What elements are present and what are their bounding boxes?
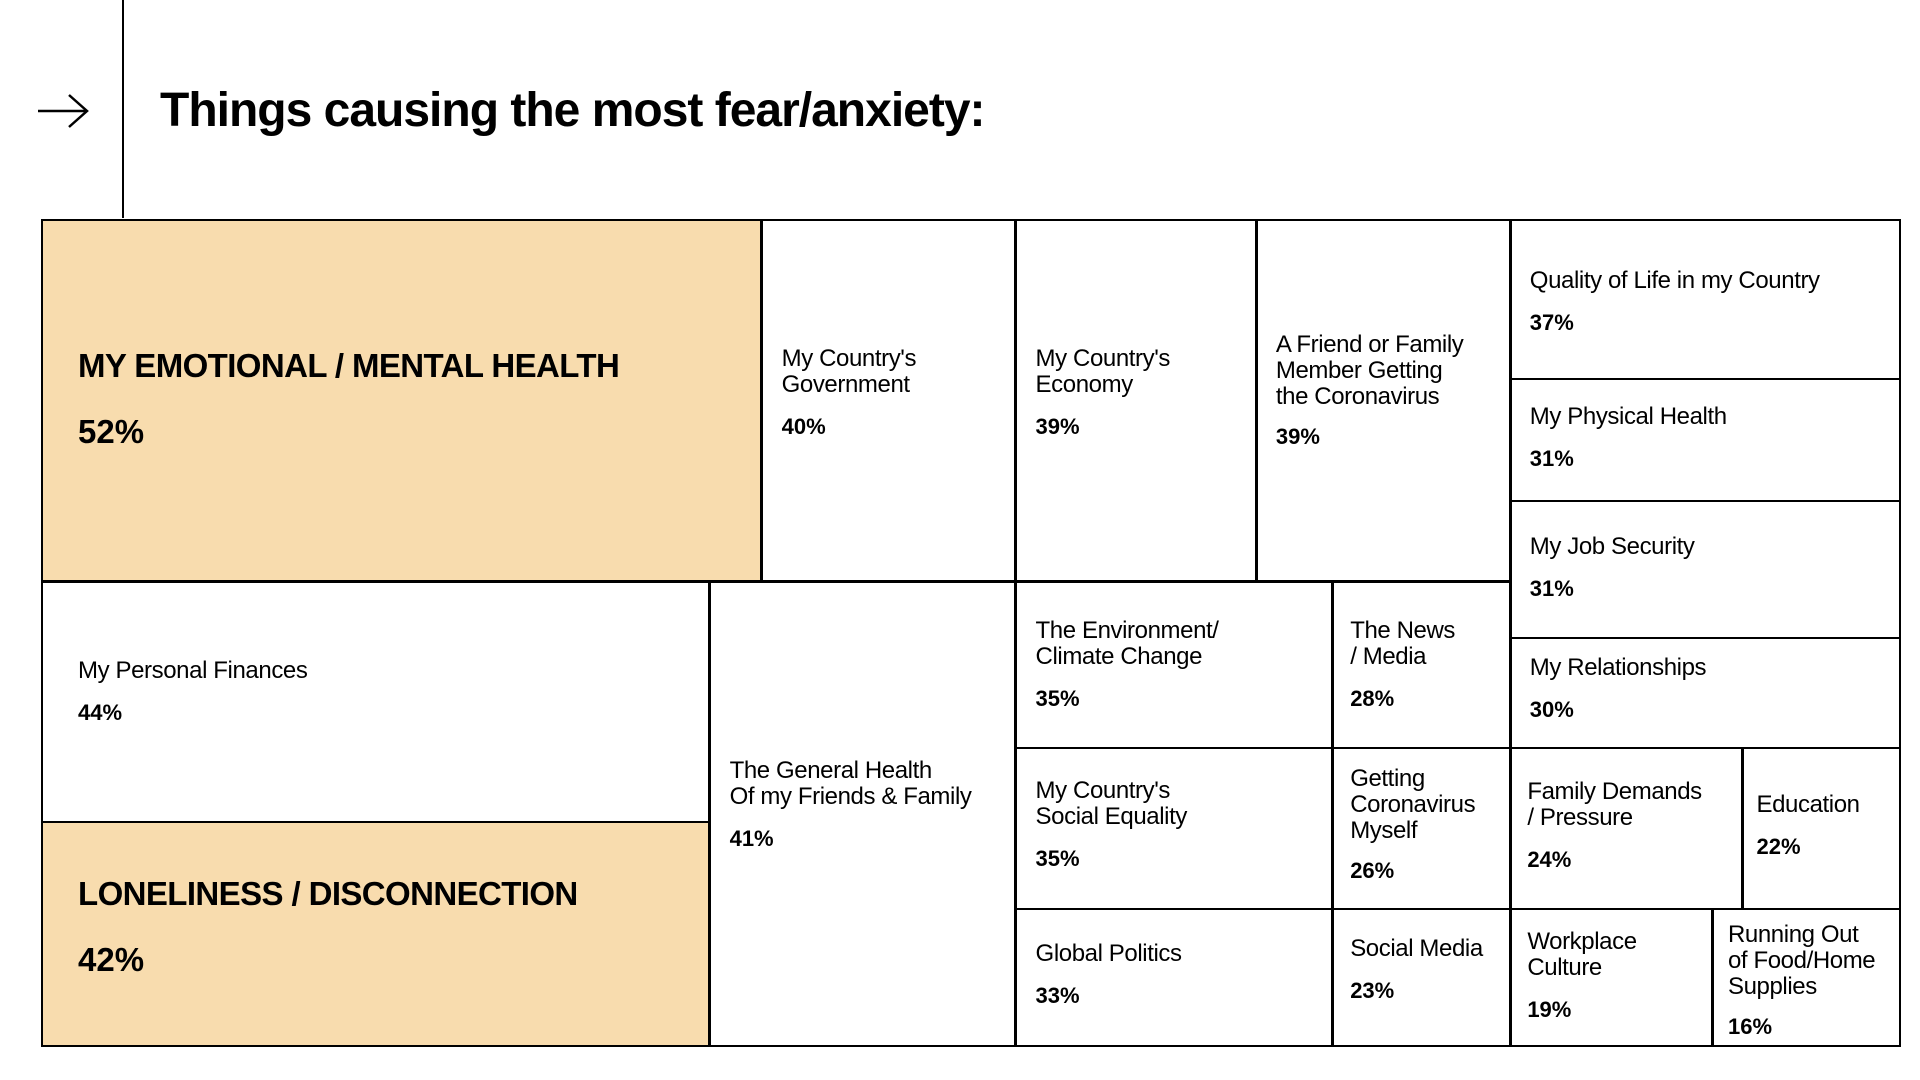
treemap-cell-my-personal-finances: My Personal Finances 44% bbox=[40, 580, 710, 824]
treemap-cell-text: My Personal Finances 44% bbox=[78, 656, 308, 726]
chart-title: Things causing the most fear/anxiety: bbox=[160, 84, 986, 137]
treemap-cell-value: 19% bbox=[1527, 997, 1572, 1023]
treemap-cell-value: 16% bbox=[1727, 1013, 1773, 1039]
arrow-right-icon bbox=[36, 93, 90, 134]
treemap-cell-label: A Friend or Family Member Getting the Co… bbox=[1275, 330, 1464, 410]
treemap-cell-text: Social Media 23% bbox=[1350, 936, 1483, 1004]
treemap-cell-text: My Country's Social Equality 35% bbox=[1035, 776, 1188, 872]
treemap-cell-label: Quality of Life in my Country bbox=[1529, 266, 1820, 294]
treemap-cell-label: Global Politics bbox=[1035, 940, 1182, 968]
treemap-cell-text: My Relationships 30% bbox=[1529, 654, 1707, 723]
treemap-cell-text: A Friend or Family Member Getting the Co… bbox=[1275, 330, 1464, 450]
treemap-cell-label: My Country's Government bbox=[781, 344, 917, 398]
treemap-cell-text: LONELINESS / DISCONNECTION 42% bbox=[78, 875, 578, 979]
treemap-cell-label: My Country's Social Equality bbox=[1035, 776, 1188, 830]
treemap-cell-text: The News / Media 28% bbox=[1350, 618, 1455, 712]
treemap-cell-my-country-s-economy: My Country's Economy 39% bbox=[1014, 219, 1258, 583]
treemap-cell-a-friend-or-family-member-getting-the-coronavirus: A Friend or Family Member Getting the Co… bbox=[1256, 219, 1512, 583]
treemap-cell-label: The Environment/ Climate Change bbox=[1035, 617, 1219, 671]
treemap-cell-value: 41% bbox=[729, 826, 774, 852]
treemap-cell-text: The General Health Of my Friends & Famil… bbox=[730, 758, 972, 852]
treemap-cell-text: Education 22% bbox=[1756, 790, 1860, 860]
treemap-cell-label: LONELINESS / DISCONNECTION bbox=[78, 874, 578, 912]
treemap-cell-family-demands-pressure: Family Demands / Pressure 24% bbox=[1509, 746, 1743, 911]
treemap-cell-text: Family Demands / Pressure 24% bbox=[1527, 778, 1702, 873]
treemap-cell-value: 23% bbox=[1350, 978, 1395, 1004]
treemap-cell-my-relationships: My Relationships 30% bbox=[1509, 636, 1902, 750]
treemap-cell-value: 39% bbox=[1035, 413, 1080, 439]
treemap-cell-label: Education bbox=[1756, 790, 1860, 818]
treemap-cell-value: 31% bbox=[1529, 575, 1574, 601]
treemap-cell-text: My Country's Economy 39% bbox=[1035, 344, 1171, 440]
treemap-cell-text: The Environment/ Climate Change 35% bbox=[1036, 618, 1219, 712]
treemap-cell-value: 28% bbox=[1350, 686, 1395, 712]
treemap-cell-label: Family Demands / Pressure bbox=[1527, 778, 1702, 832]
treemap-cell-education: Education 22% bbox=[1741, 746, 1902, 911]
treemap-cell-label: My Relationships bbox=[1529, 654, 1707, 682]
treemap-cell-text: Getting Coronavirus Myself 26% bbox=[1350, 764, 1476, 884]
treemap-cell-value: 31% bbox=[1529, 445, 1574, 471]
treemap-cell-value: 44% bbox=[78, 699, 123, 725]
treemap-cell-loneliness-disconnection: LONELINESS / DISCONNECTION 42% bbox=[40, 821, 710, 1047]
treemap-cell-my-job-security: My Job Security 31% bbox=[1509, 500, 1902, 640]
treemap-cell-label: Social Media bbox=[1350, 935, 1483, 963]
treemap-cell-value: 52% bbox=[78, 412, 145, 450]
treemap-cell-text: MY EMOTIONAL / MENTAL HEALTH 52% bbox=[78, 346, 620, 451]
treemap-cell-getting-coronavirus-myself: Getting Coronavirus Myself 26% bbox=[1331, 746, 1512, 911]
treemap-cell-text: Workplace Culture 19% bbox=[1527, 928, 1637, 1023]
treemap-cell-value: 24% bbox=[1527, 847, 1572, 873]
treemap-cell-label: The News / Media bbox=[1350, 617, 1456, 671]
treemap-cell-my-country-s-government: My Country's Government 40% bbox=[760, 219, 1016, 583]
treemap-cell-quality-of-life-in-my-country: Quality of Life in my Country 37% bbox=[1509, 219, 1902, 381]
treemap-cell-value: 35% bbox=[1035, 845, 1080, 871]
treemap-cell-workplace-culture: Workplace Culture 19% bbox=[1509, 907, 1714, 1047]
treemap-cell-value: 30% bbox=[1529, 697, 1574, 723]
treemap-cell-value: 39% bbox=[1275, 423, 1320, 449]
treemap-cell-social-media: Social Media 23% bbox=[1331, 907, 1512, 1047]
treemap-cell-value: 42% bbox=[78, 940, 145, 978]
treemap-cell-text: Quality of Life in my Country 37% bbox=[1529, 266, 1820, 336]
treemap-cell-label: Workplace Culture bbox=[1527, 928, 1637, 982]
treemap-cell-global-politics: Global Politics 33% bbox=[1014, 907, 1333, 1047]
treemap-cell-my-emotional-mental-health: MY EMOTIONAL / MENTAL HEALTH 52% bbox=[40, 219, 762, 583]
treemap-cell-label: Getting Coronavirus Myself bbox=[1350, 764, 1476, 844]
treemap-cell-text: My Job Security 31% bbox=[1529, 532, 1695, 602]
treemap-cell-text: My Country's Government 40% bbox=[781, 344, 917, 440]
treemap-cell-value: 26% bbox=[1350, 857, 1395, 883]
treemap-cell-value: 37% bbox=[1529, 309, 1574, 335]
treemap-cell-the-general-health-of-my-friends-family: The General Health Of my Friends & Famil… bbox=[708, 580, 1016, 1047]
treemap-cell-label: My Physical Health bbox=[1529, 402, 1727, 430]
treemap-cell-the-news-media: The News / Media 28% bbox=[1331, 580, 1512, 750]
treemap-cell-text: My Physical Health 31% bbox=[1529, 402, 1727, 472]
treemap-cell-value: 40% bbox=[781, 413, 826, 439]
treemap-cell-text: Running Out of Food/Home Supplies 16% bbox=[1727, 920, 1876, 1040]
treemap-cell-label: My Country's Economy bbox=[1035, 344, 1171, 398]
treemap-cell-label: Running Out of Food/Home Supplies bbox=[1727, 920, 1876, 1000]
treemap-cell-label: My Job Security bbox=[1529, 532, 1695, 560]
treemap-cell-running-out-of-food-home-supplies: Running Out of Food/Home Supplies 16% bbox=[1711, 907, 1902, 1047]
treemap-cell-value: 22% bbox=[1756, 833, 1801, 859]
treemap-cell-my-country-s-social-equality: My Country's Social Equality 35% bbox=[1014, 746, 1333, 911]
treemap-cell-the-environment-climate-change: The Environment/ Climate Change 35% bbox=[1014, 580, 1333, 750]
treemap-cell-label: The General Health Of my Friends & Famil… bbox=[729, 757, 972, 811]
treemap-cell-value: 35% bbox=[1035, 686, 1080, 712]
treemap-cell-label: My Personal Finances bbox=[78, 656, 308, 684]
treemap-cell-text: Global Politics 33% bbox=[1036, 941, 1182, 1009]
treemap-cell-value: 33% bbox=[1035, 983, 1080, 1009]
treemap-cell-my-physical-health: My Physical Health 31% bbox=[1509, 377, 1902, 503]
treemap-cell-label: MY EMOTIONAL / MENTAL HEALTH bbox=[78, 346, 620, 384]
header-divider bbox=[122, 0, 124, 218]
